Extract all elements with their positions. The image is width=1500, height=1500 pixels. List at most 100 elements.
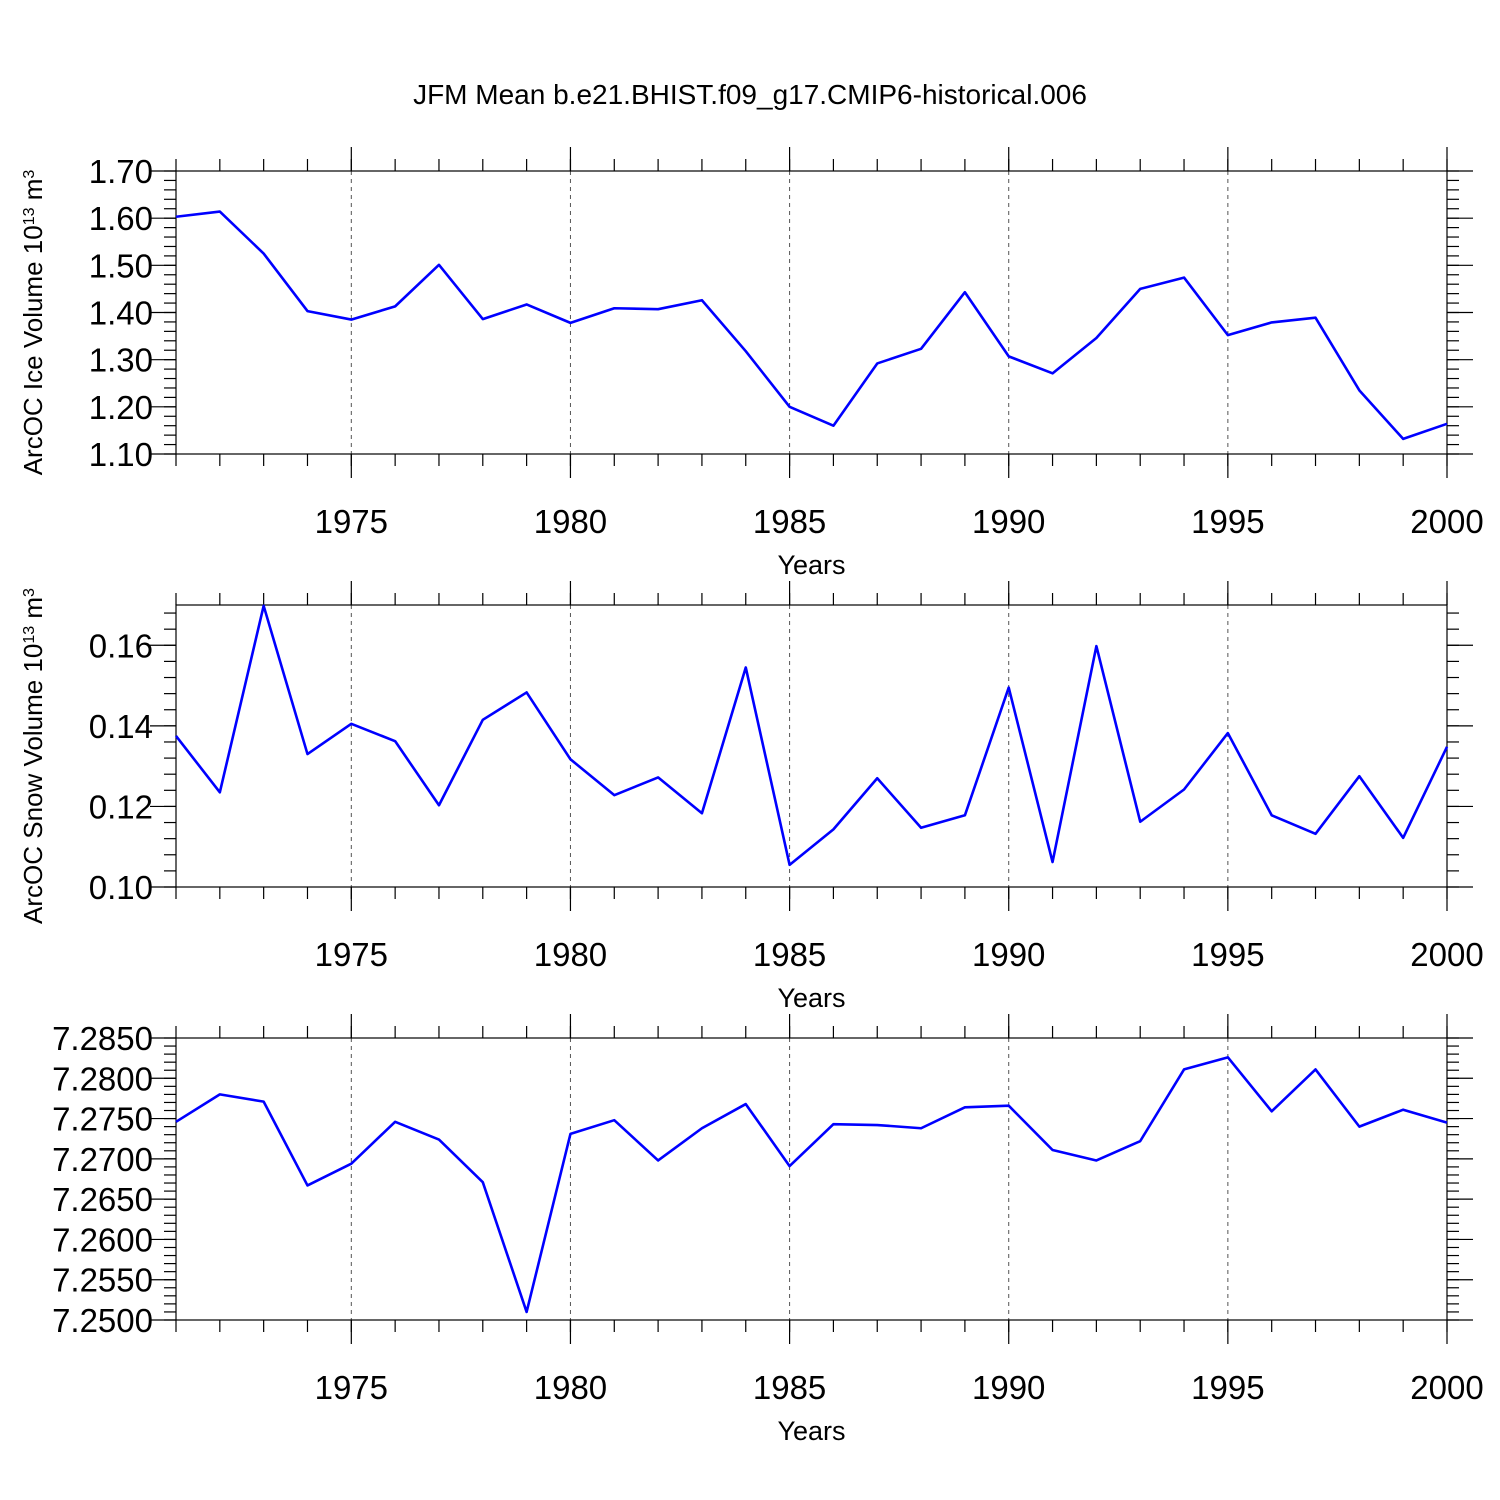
data-point-1997 [1313, 315, 1319, 321]
data-point-1986 [830, 423, 836, 429]
data-point-1972 [217, 789, 223, 795]
y-axis-title-part: 13 [21, 626, 38, 644]
y-tick-label: 7.2850 [52, 1020, 153, 1057]
data-point-1987 [874, 1122, 880, 1128]
y-axis-title: ArcOC Ice Volume 1013 m3 [18, 170, 48, 476]
data-point-1982 [655, 306, 661, 312]
data-point-1990 [1006, 685, 1012, 691]
data-point-1984 [743, 1101, 749, 1107]
x-tick-label: 2000 [1410, 503, 1483, 540]
data-point-1994 [1181, 1066, 1187, 1072]
data-point-1975 [348, 721, 354, 727]
y-axis-title: ArcOC Snow Volume 1013 m3 [18, 588, 48, 924]
data-point-1993 [1137, 819, 1143, 825]
data-point-1973 [261, 603, 267, 609]
x-tick-label: 1980 [534, 503, 607, 540]
data-point-1972 [217, 209, 223, 215]
y-tick-label: 7.2550 [52, 1262, 153, 1299]
data-point-1990 [1006, 1103, 1012, 1109]
data-point-1994 [1181, 787, 1187, 793]
y-tick-label: 0.16 [89, 627, 153, 664]
y-axis-title-part: ArcOC Ice Volume 10 [18, 225, 48, 475]
x-tick-label: 1985 [753, 1369, 826, 1406]
data-point-1971 [173, 733, 179, 739]
data-point-1980 [567, 756, 573, 762]
data-point-1988 [918, 825, 924, 831]
y-tick-label: 0.14 [89, 708, 153, 745]
y-tick-label: 7.2800 [52, 1060, 153, 1097]
y-tick-label: 7.2650 [52, 1181, 153, 1218]
data-point-1979 [524, 689, 530, 695]
data-point-1978 [480, 1179, 486, 1185]
data-point-1998 [1356, 387, 1362, 393]
data-point-1989 [962, 1104, 968, 1110]
data-point-1974 [304, 308, 310, 314]
data-point-1996 [1269, 319, 1275, 325]
y-tick-label: 1.40 [89, 295, 153, 332]
data-point-1993 [1137, 1138, 1143, 1144]
data-point-1996 [1269, 1108, 1275, 1114]
series-line [174, 604, 1449, 867]
data-point-1975 [348, 317, 354, 323]
x-tick-label: 1975 [315, 503, 388, 540]
data-point-1985 [787, 1163, 793, 1169]
x-tick-label: 1985 [753, 503, 826, 540]
data-point-1983 [699, 297, 705, 303]
data-point-2000 [1444, 1120, 1450, 1126]
data-point-1997 [1313, 831, 1319, 837]
data-point-1988 [918, 346, 924, 352]
x-tick-label: 1985 [753, 936, 826, 973]
data-point-2000 [1444, 421, 1450, 427]
data-point-1989 [962, 289, 968, 295]
y-axis-title-part: m [18, 179, 48, 208]
x-tick-label: 1990 [972, 936, 1045, 973]
data-point-1992 [1093, 643, 1099, 649]
x-tick-label: 1990 [972, 503, 1045, 540]
data-point-1977 [436, 262, 442, 268]
x-axis-title: Years [777, 1416, 845, 1446]
data-point-1986 [830, 826, 836, 832]
data-point-1971 [173, 214, 179, 220]
data-point-1984 [743, 348, 749, 354]
data-point-1978 [480, 717, 486, 723]
data-point-1974 [304, 751, 310, 757]
y-tick-label: 1.10 [89, 436, 153, 473]
data-point-1997 [1313, 1066, 1319, 1072]
y-tick-label: 7.2500 [52, 1302, 153, 1339]
data-point-1984 [743, 664, 749, 670]
y-tick-label: 1.50 [89, 247, 153, 284]
x-tick-label: 1975 [315, 1369, 388, 1406]
data-point-1998 [1356, 773, 1362, 779]
data-point-1977 [436, 802, 442, 808]
x-tick-label: 2000 [1410, 936, 1483, 973]
data-point-1985 [787, 404, 793, 410]
data-point-1975 [348, 1161, 354, 1167]
series-line [175, 1056, 1448, 1314]
data-point-1976 [392, 738, 398, 744]
y-tick-label: 7.2600 [52, 1221, 153, 1258]
data-point-1999 [1400, 835, 1406, 841]
y-tick-label: 7.2750 [52, 1101, 153, 1138]
data-point-1988 [918, 1125, 924, 1131]
data-point-1981 [611, 792, 617, 798]
data-point-1983 [699, 810, 705, 816]
data-point-1992 [1093, 1157, 1099, 1163]
data-point-1991 [1050, 1147, 1056, 1153]
data-point-1986 [830, 1121, 836, 1127]
data-point-1971 [173, 1119, 179, 1125]
data-point-1978 [480, 316, 486, 322]
x-tick-label: 1990 [972, 1369, 1045, 1406]
data-point-1991 [1050, 859, 1056, 865]
x-tick-label: 1975 [315, 936, 388, 973]
x-tick-label: 1980 [534, 1369, 607, 1406]
y-tick-label: 1.70 [89, 153, 153, 190]
y-axis-title-part: ArcOC Snow Volume 10 [18, 644, 48, 924]
plot-frame [175, 170, 1448, 455]
data-point-1982 [655, 1157, 661, 1163]
data-point-1976 [392, 303, 398, 309]
x-tick-label: 1980 [534, 936, 607, 973]
data-point-1973 [261, 251, 267, 257]
x-tick-label: 2000 [1410, 1369, 1483, 1406]
data-point-1972 [217, 1091, 223, 1097]
